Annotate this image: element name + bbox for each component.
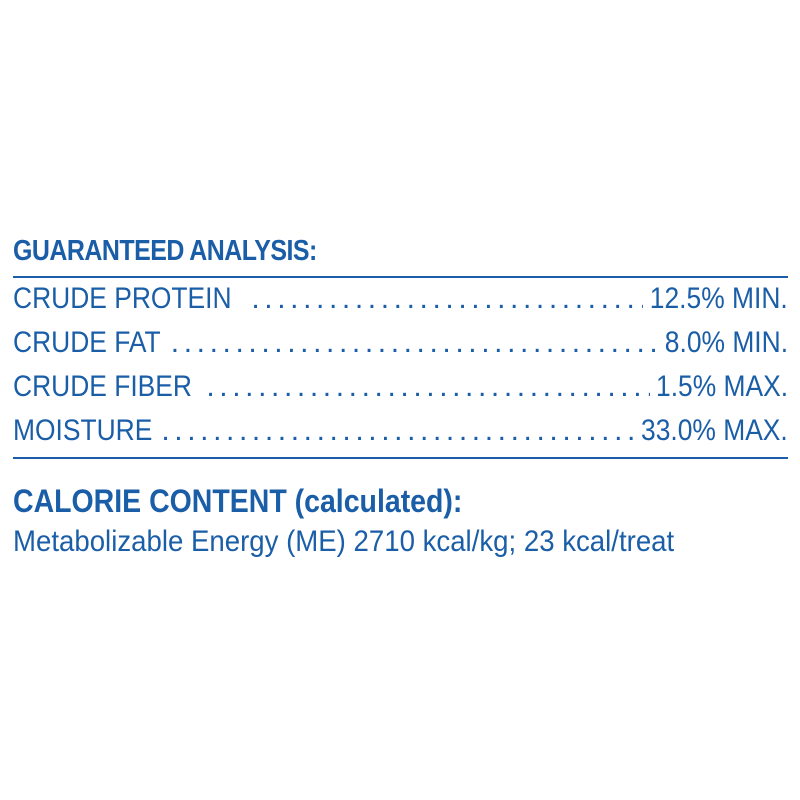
analysis-value: 1.5% MAX.	[655, 370, 788, 403]
analysis-row-crude-protein: CRUDE PROTEIN ..........................…	[13, 279, 788, 319]
calorie-content-title: CALORIE CONTENT (calculated):	[13, 483, 463, 519]
analysis-label: MOISTURE	[13, 414, 153, 447]
dot-leader: ........................................…	[161, 414, 633, 447]
calorie-content-text: Metabolizable Energy (ME) 2710 kcal/kg; …	[13, 525, 675, 558]
analysis-value: 33.0% MAX.	[641, 414, 788, 447]
guaranteed-analysis-title: GUARANTEED ANALYSIS:	[13, 235, 317, 267]
analysis-row-crude-fat: CRUDE FAT ..............................…	[13, 323, 788, 363]
dot-leader: ........................................…	[170, 326, 660, 359]
analysis-label: CRUDE PROTEIN	[13, 282, 232, 315]
title-underline	[13, 276, 788, 278]
section-divider	[13, 457, 788, 459]
analysis-label: CRUDE FIBER	[13, 370, 192, 403]
analysis-label: CRUDE FAT	[13, 326, 161, 359]
dot-leader: ........................................…	[251, 282, 644, 315]
analysis-value: 12.5% MIN.	[650, 282, 788, 315]
analysis-row-moisture: MOISTURE ...............................…	[13, 411, 788, 451]
analysis-row-crude-fiber: CRUDE FIBER ............................…	[13, 367, 788, 407]
dot-leader: ........................................…	[206, 370, 650, 403]
analysis-value: 8.0% MIN.	[664, 326, 788, 359]
